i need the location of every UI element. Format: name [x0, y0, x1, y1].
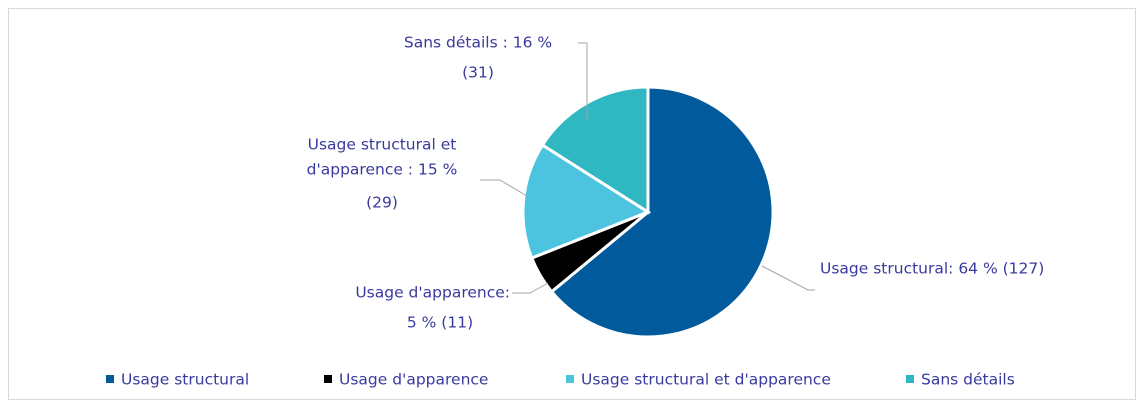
pie-slice — [521, 142, 652, 260]
legend-label: Sans détails — [921, 371, 1015, 389]
data-label: Sans détails : 16 % — [404, 34, 552, 52]
legend-label: Usage structural et d'apparence — [581, 371, 831, 389]
pie-slice — [549, 85, 775, 339]
legend-label: Usage d'apparence — [339, 371, 488, 389]
leader-line — [578, 42, 588, 120]
legend-label: Usage structural — [121, 371, 249, 389]
data-label: 5 % (11) — [407, 314, 473, 332]
data-label: Usage structural et — [308, 136, 457, 154]
legend-swatch — [324, 375, 332, 383]
legend-swatch — [566, 375, 574, 383]
pie-slice — [540, 85, 650, 215]
leader-line — [480, 179, 528, 197]
data-label: (31) — [462, 64, 494, 82]
data-label: Usage d'apparence: — [355, 284, 510, 302]
legend-swatch — [106, 375, 114, 383]
leader-line — [512, 282, 549, 294]
data-label: (29) — [366, 194, 398, 212]
legend-swatch — [906, 375, 914, 383]
data-label: d'apparence : 15 % — [307, 161, 458, 179]
data-label: Usage structural: 64 % (127) — [820, 260, 1044, 278]
leader-line — [761, 265, 815, 291]
